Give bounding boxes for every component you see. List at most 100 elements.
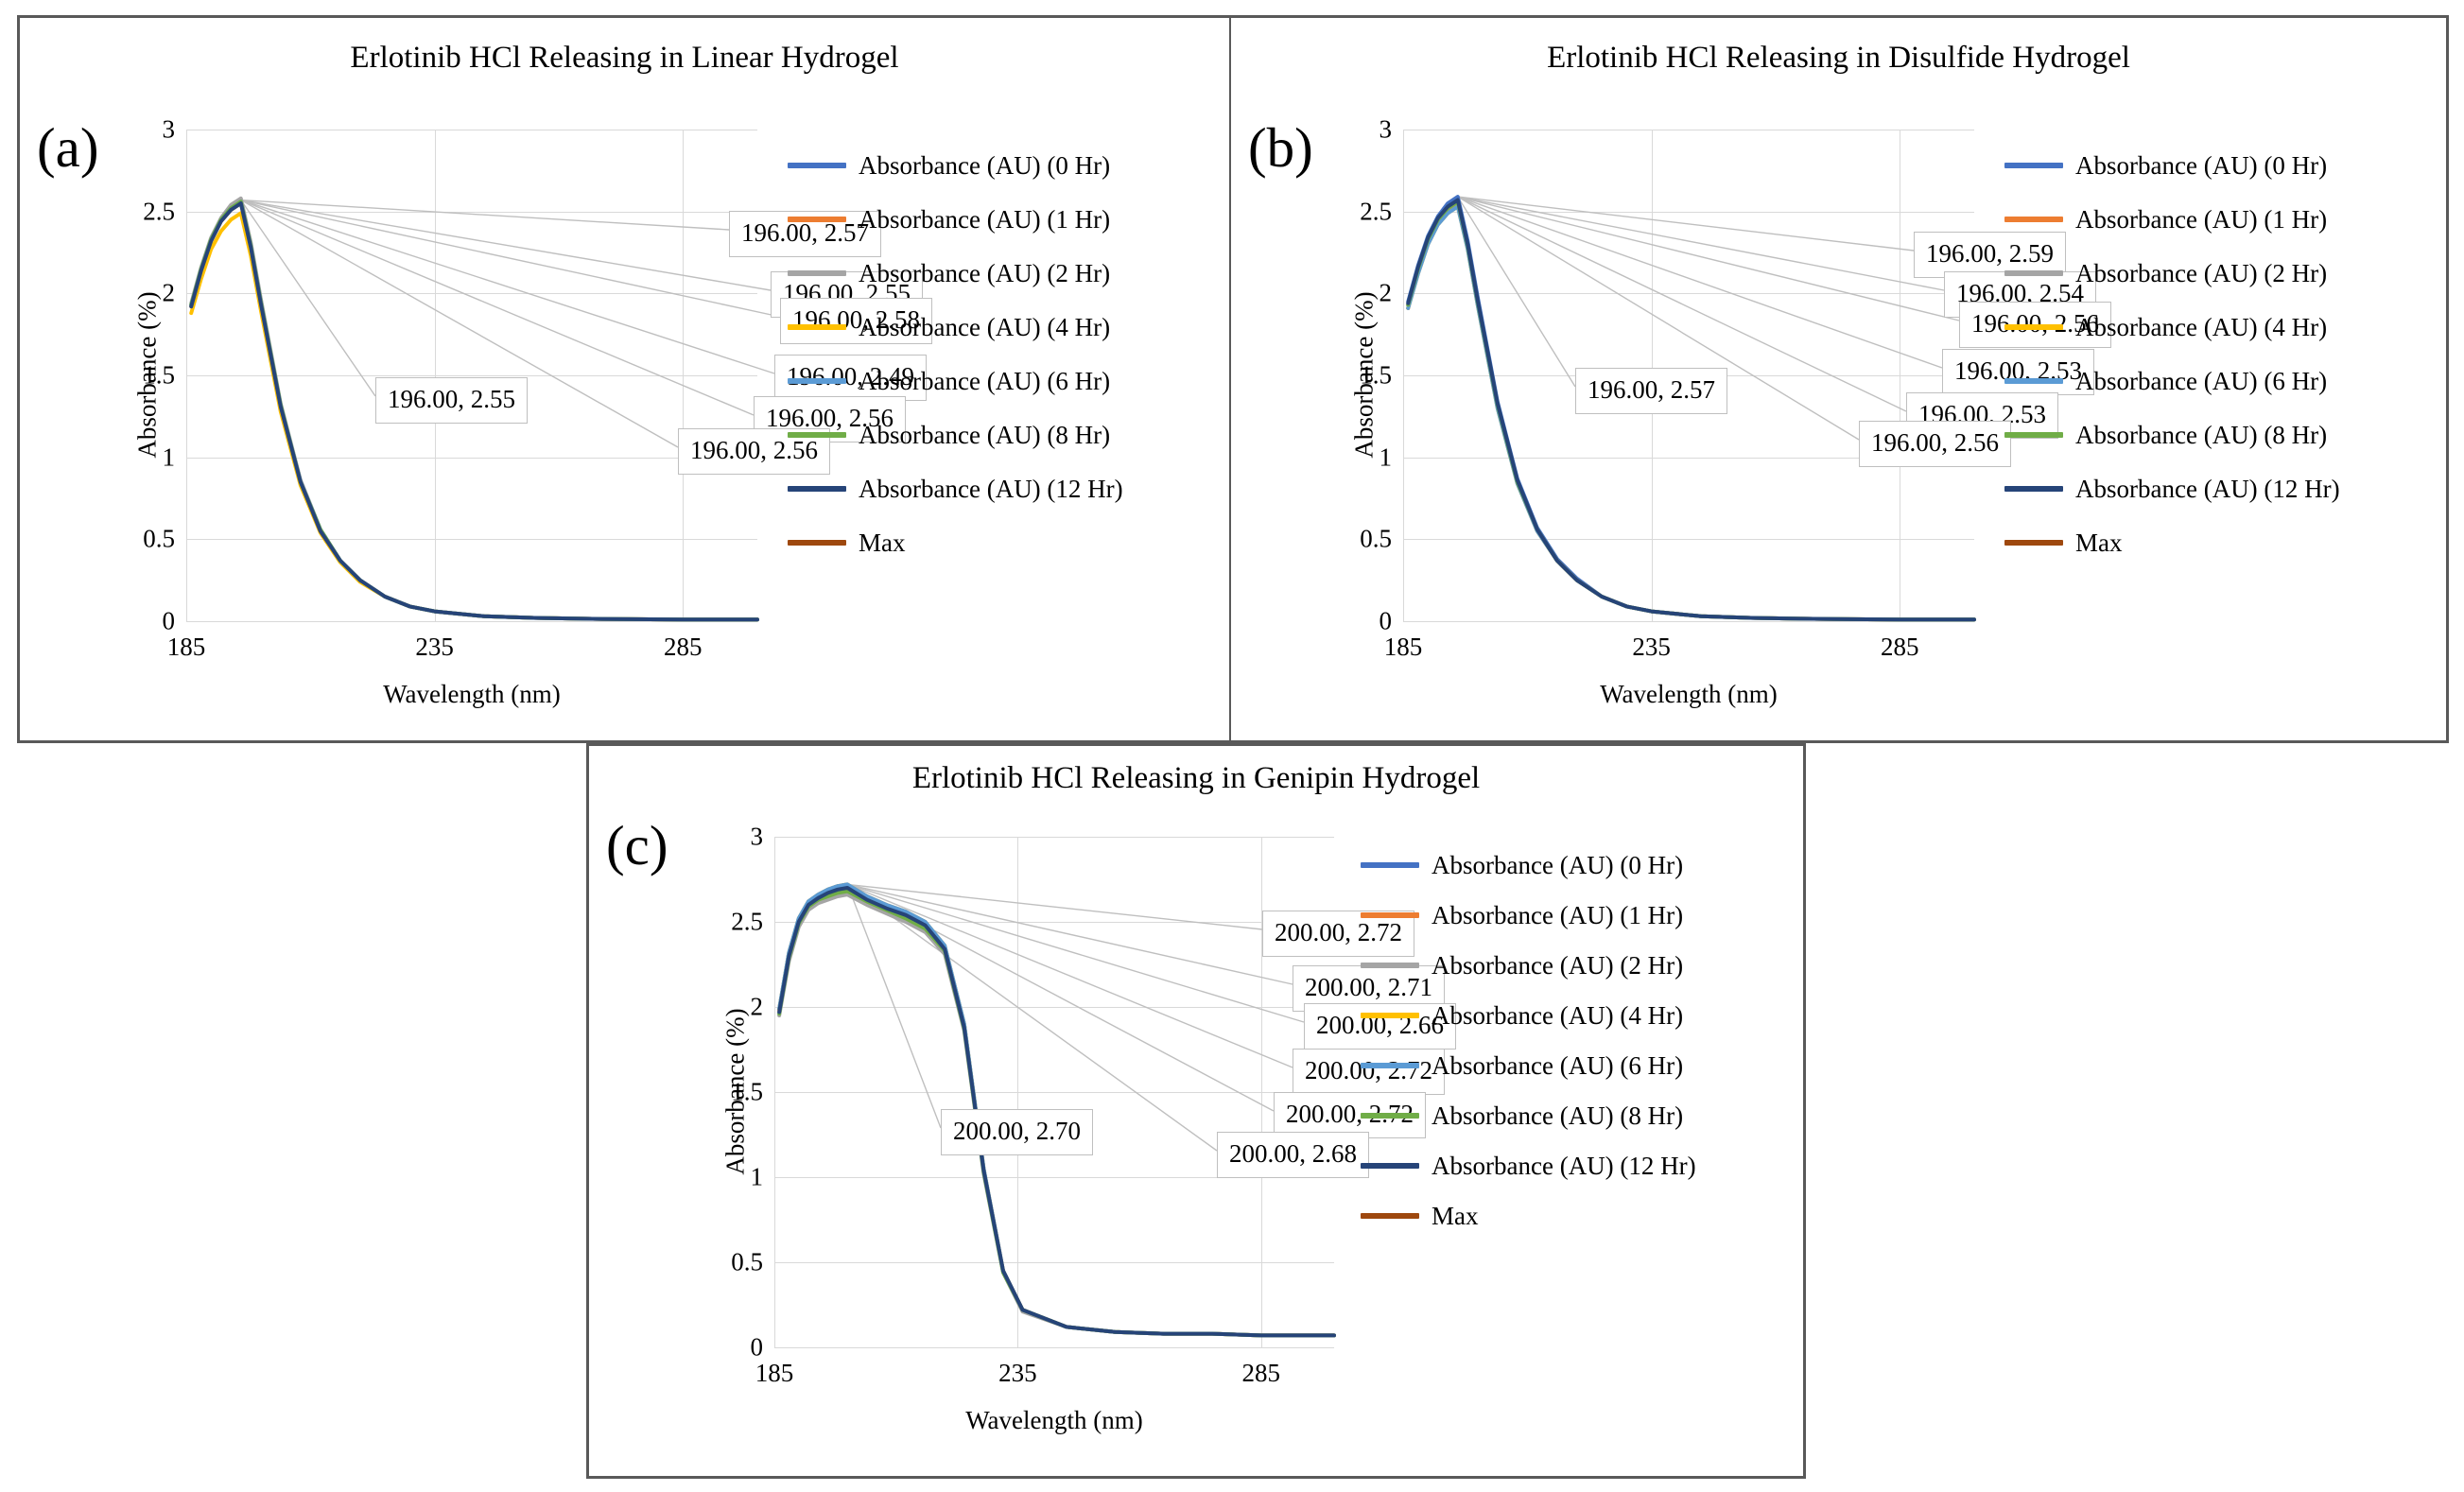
gridline-horizontal bbox=[186, 539, 757, 541]
legend-color-swatch bbox=[788, 486, 846, 492]
legend-item-label: Absorbance (AU) (6 Hr) bbox=[1432, 1050, 1684, 1080]
spectra-curves bbox=[1406, 195, 1976, 622]
data-label-callout: 200.00, 2.72 bbox=[1262, 911, 1414, 957]
legend-color-swatch bbox=[2004, 270, 2063, 276]
legend-color-swatch bbox=[1361, 1063, 1419, 1068]
legend-item[interactable]: Absorbance (AU) (1 Hr) bbox=[2004, 200, 2340, 238]
panel-c-legend: Absorbance (AU) (0 Hr) Absorbance (AU) (1… bbox=[1361, 846, 1696, 1247]
legend-color-swatch bbox=[1361, 1113, 1419, 1119]
y-axis-tick-label: 0 bbox=[1379, 606, 1393, 635]
legend-color-swatch bbox=[1361, 1013, 1419, 1018]
legend-item-label: Absorbance (AU) (4 Hr) bbox=[1432, 1000, 1684, 1030]
y-axis-tick-label: 2.5 bbox=[1360, 197, 1392, 226]
panel-a-title: Erlotinib HCl Releasing in Linear Hydrog… bbox=[350, 41, 899, 75]
spectrum-line bbox=[1406, 198, 1976, 622]
legend-item[interactable]: Absorbance (AU) (2 Hr) bbox=[788, 254, 1123, 292]
data-label-callout: 200.00, 2.68 bbox=[1217, 1132, 1369, 1178]
legend-item[interactable]: Absorbance (AU) (2 Hr) bbox=[1361, 946, 1696, 984]
legend-color-swatch bbox=[2004, 324, 2063, 330]
legend-color-swatch bbox=[788, 432, 846, 438]
x-axis-tick-label: 185 bbox=[1383, 633, 1423, 661]
legend-color-swatch bbox=[788, 163, 846, 168]
data-label-callout: 196.00, 2.59 bbox=[1914, 232, 2066, 278]
legend-item-label: Absorbance (AU) (0 Hr) bbox=[1432, 850, 1684, 879]
legend-item[interactable]: Absorbance (AU) (6 Hr) bbox=[2004, 362, 2340, 400]
y-axis-tick-label: 1 bbox=[1379, 442, 1393, 472]
y-axis-tick-label: 3 bbox=[162, 114, 176, 144]
y-axis-line bbox=[186, 130, 187, 621]
y-axis-tick-label: 1.5 bbox=[731, 1077, 763, 1106]
legend-item[interactable]: Absorbance (AU) (0 Hr) bbox=[2004, 147, 2340, 184]
legend-item[interactable]: Absorbance (AU) (8 Hr) bbox=[2004, 416, 2340, 454]
legend-item-label: Absorbance (AU) (1 Hr) bbox=[1432, 900, 1684, 929]
legend-color-swatch bbox=[1361, 963, 1419, 968]
panel-b-plot: 3 2.5 2 1.5 1 0.5 0 185 235 285 Wavelength (nm) Abs… bbox=[1350, 116, 2111, 708]
legend-item-label: Absorbance (AU) (8 Hr) bbox=[2075, 420, 2328, 449]
legend-color-swatch bbox=[1361, 1163, 1419, 1169]
gridline-horizontal bbox=[1403, 539, 1974, 541]
x-axis-tick-label: 285 bbox=[663, 633, 703, 661]
y-axis-tick-label: 0.5 bbox=[143, 524, 175, 553]
gridline-horizontal bbox=[774, 837, 1334, 838]
data-label-callout: 200.00, 2.66 bbox=[1304, 1003, 1456, 1050]
legend-color-swatch bbox=[788, 324, 846, 330]
y-axis-tick-label: 2 bbox=[1379, 278, 1393, 307]
legend-item-label: Max bbox=[1432, 1201, 1479, 1230]
legend-item[interactable]: Absorbance (AU) (4 Hr) bbox=[788, 308, 1123, 346]
legend-item-label: Absorbance (AU) (4 Hr) bbox=[859, 312, 1111, 341]
y-axis-tick-label: 2 bbox=[162, 278, 176, 307]
legend-item-label: Absorbance (AU) (12 Hr) bbox=[859, 474, 1123, 503]
legend-item[interactable]: Absorbance (AU) (2 Hr) bbox=[2004, 254, 2340, 292]
legend-item[interactable]: Max bbox=[1361, 1197, 1696, 1235]
panel-a-tag: (a) bbox=[37, 116, 99, 179]
legend-item-label: Absorbance (AU) (6 Hr) bbox=[859, 366, 1111, 395]
legend-item[interactable]: Absorbance (AU) (4 Hr) bbox=[2004, 308, 2340, 346]
legend-item[interactable]: Absorbance (AU) (6 Hr) bbox=[788, 362, 1123, 400]
legend-color-swatch bbox=[788, 270, 846, 276]
legend-item-label: Absorbance (AU) (12 Hr) bbox=[1432, 1151, 1696, 1180]
data-label-callout: 196.00, 2.56 bbox=[1859, 421, 2011, 467]
data-label-callout: 200.00, 2.72 bbox=[1274, 1092, 1426, 1138]
gridline-horizontal bbox=[1403, 457, 1974, 459]
x-axis-tick-label: 185 bbox=[755, 1359, 794, 1387]
y-axis-tick-label: 1 bbox=[162, 442, 176, 472]
gridline-horizontal bbox=[186, 621, 757, 622]
legend-color-swatch bbox=[2004, 378, 2063, 384]
legend-item[interactable]: Max bbox=[788, 524, 1123, 562]
y-axis-title: Absorbance (%) bbox=[720, 1008, 750, 1175]
legend-item[interactable]: Absorbance (AU) (0 Hr) bbox=[788, 147, 1123, 184]
legend-item[interactable]: Absorbance (AU) (8 Hr) bbox=[788, 416, 1123, 454]
legend-item[interactable]: Absorbance (AU) (8 Hr) bbox=[1361, 1097, 1696, 1135]
legend-item[interactable]: Absorbance (AU) (0 Hr) bbox=[1361, 846, 1696, 884]
legend-item[interactable]: Absorbance (AU) (4 Hr) bbox=[1361, 997, 1696, 1034]
panel-c-tag: (c) bbox=[606, 814, 668, 876]
x-axis-title: Wavelength (nm) bbox=[965, 1406, 1143, 1434]
y-axis-tick-label: 3 bbox=[750, 822, 764, 851]
legend-item[interactable]: Absorbance (AU) (12 Hr) bbox=[2004, 470, 2340, 508]
x-axis-title: Wavelength (nm) bbox=[383, 680, 561, 708]
legend-color-swatch bbox=[2004, 217, 2063, 222]
data-label-callout: 196.00, 2.55 bbox=[375, 377, 528, 424]
legend-item-label: Absorbance (AU) (8 Hr) bbox=[1432, 1101, 1684, 1130]
legend-item[interactable]: Absorbance (AU) (1 Hr) bbox=[1361, 896, 1696, 934]
legend-item[interactable]: Absorbance (AU) (12 Hr) bbox=[1361, 1147, 1696, 1185]
legend-item[interactable]: Absorbance (AU) (12 Hr) bbox=[788, 470, 1123, 508]
legend-item[interactable]: Absorbance (AU) (6 Hr) bbox=[1361, 1047, 1696, 1084]
legend-color-swatch bbox=[2004, 432, 2063, 438]
panel-b-legend: Absorbance (AU) (0 Hr) Absorbance (AU) (1… bbox=[2004, 147, 2340, 578]
gridline-horizontal bbox=[186, 457, 757, 459]
y-axis-tick-label: 0.5 bbox=[1360, 524, 1392, 553]
legend-item-label: Absorbance (AU) (6 Hr) bbox=[2075, 366, 2328, 395]
x-axis-tick-label: 185 bbox=[166, 633, 206, 661]
legend-color-swatch bbox=[2004, 540, 2063, 546]
panel-b-tag: (b) bbox=[1248, 116, 1313, 179]
data-label-callout: 196.00, 2.53 bbox=[1906, 392, 2058, 439]
gridline-horizontal bbox=[774, 1347, 1334, 1348]
legend-item[interactable]: Absorbance (AU) (1 Hr) bbox=[788, 200, 1123, 238]
x-axis-tick-label: 285 bbox=[1880, 633, 1919, 661]
y-axis-tick-label: 1.5 bbox=[1360, 360, 1392, 390]
legend-item[interactable]: Max bbox=[2004, 524, 2340, 562]
panel-c-title: Erlotinib HCl Releasing in Genipin Hydro… bbox=[911, 761, 1481, 795]
legend-color-swatch bbox=[788, 378, 846, 384]
